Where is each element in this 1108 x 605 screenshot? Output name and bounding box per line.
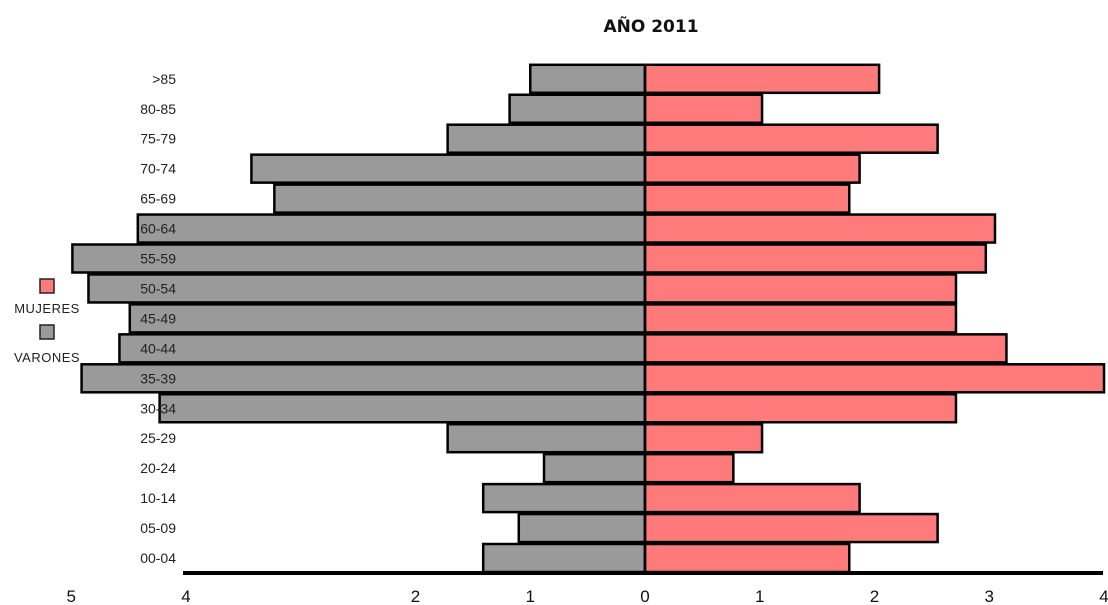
category-label: 25-29 xyxy=(140,430,176,446)
bar-varones-70-74 xyxy=(250,153,647,184)
bar-varones-05-09 xyxy=(517,512,647,544)
bar-varones-00-04 xyxy=(481,542,647,574)
bar-mujeres-65-69 xyxy=(643,183,851,214)
category-label: 70-74 xyxy=(140,161,176,177)
category-label: 30-34 xyxy=(140,400,176,416)
legend-swatch-varones xyxy=(39,324,55,340)
bars-group xyxy=(71,63,1106,574)
category-label: 65-69 xyxy=(140,191,176,207)
bar-varones-50-54 xyxy=(87,273,647,304)
bar-mujeres->85 xyxy=(643,63,881,95)
bar-mujeres-25-29 xyxy=(643,422,764,454)
category-labels: 00-04 05-09 10-14 20-24 25-29 30-34 35-39 40-44… xyxy=(140,71,176,566)
x-tick-labels: 5 4 2 1 0 1 2 3 4 xyxy=(67,587,1108,605)
bar-varones-35-39 xyxy=(80,363,647,394)
x-tick-label: 4 xyxy=(181,587,190,605)
category-label: 80-85 xyxy=(140,101,176,117)
bar-varones->85 xyxy=(529,63,647,95)
category-label: 60-64 xyxy=(140,221,176,237)
bar-mujeres-60-64 xyxy=(643,213,997,244)
bar-mujeres-40-44 xyxy=(643,333,1008,364)
bar-varones-40-44 xyxy=(118,333,647,364)
category-label: 40-44 xyxy=(140,340,176,356)
bar-mujeres-10-14 xyxy=(643,482,861,514)
legend-label-varones: VARONES xyxy=(14,350,80,365)
x-tick-label: 4 xyxy=(1099,587,1108,605)
bar-mujeres-30-34 xyxy=(643,393,958,424)
bar-mujeres-75-79 xyxy=(643,123,939,154)
bar-varones-30-34 xyxy=(158,393,647,424)
bar-varones-10-14 xyxy=(481,482,647,514)
bar-mujeres-50-54 xyxy=(643,273,958,304)
category-label: 45-49 xyxy=(140,310,176,326)
bar-varones-45-49 xyxy=(128,303,647,334)
legend: MUJERES VARONES xyxy=(14,278,80,365)
bar-varones-65-69 xyxy=(273,183,647,214)
category-label: 05-09 xyxy=(140,520,176,536)
x-tick-label: 2 xyxy=(870,587,879,605)
legend-swatch-mujeres xyxy=(39,278,55,294)
x-tick-label: 2 xyxy=(411,587,420,605)
x-tick-label: 1 xyxy=(755,587,764,605)
bar-mujeres-80-85 xyxy=(643,93,764,124)
bar-varones-80-85 xyxy=(508,93,647,124)
bar-mujeres-45-49 xyxy=(643,303,958,334)
x-tick-label: 0 xyxy=(640,587,649,605)
bar-mujeres-20-24 xyxy=(643,452,735,484)
category-label: 20-24 xyxy=(140,460,176,476)
bar-varones-75-79 xyxy=(446,123,647,154)
bar-mujeres-00-04 xyxy=(643,542,851,574)
category-label: 10-14 xyxy=(140,490,176,506)
bar-varones-55-59 xyxy=(71,243,647,274)
bar-mujeres-70-74 xyxy=(643,153,861,184)
chart-title: AÑO 2011 xyxy=(603,14,698,37)
category-label: 35-39 xyxy=(140,370,176,386)
x-tick-label: 5 xyxy=(67,587,76,605)
category-label: 00-04 xyxy=(140,550,176,566)
bar-varones-25-29 xyxy=(446,422,647,454)
bar-mujeres-35-39 xyxy=(643,363,1106,394)
category-label: >85 xyxy=(152,71,176,87)
bar-varones-20-24 xyxy=(542,452,647,484)
category-label: 75-79 xyxy=(140,131,176,147)
bar-varones-60-64 xyxy=(136,213,647,244)
x-tick-label: 1 xyxy=(526,587,535,605)
category-label: 55-59 xyxy=(140,251,176,267)
bar-mujeres-05-09 xyxy=(643,512,939,544)
bar-mujeres-55-59 xyxy=(643,243,988,274)
legend-label-mujeres: MUJERES xyxy=(14,301,80,316)
category-label: 50-54 xyxy=(140,280,176,296)
x-tick-label: 3 xyxy=(985,587,994,605)
